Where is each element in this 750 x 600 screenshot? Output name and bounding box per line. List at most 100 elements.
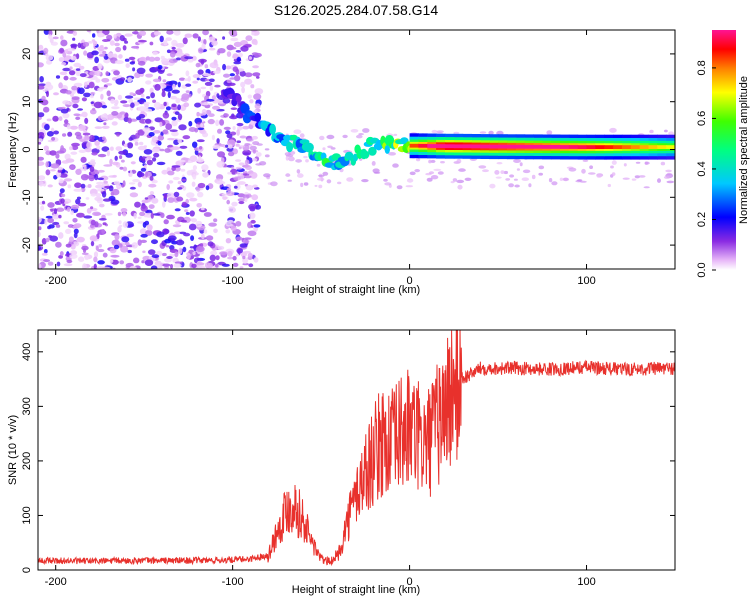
noise-blob	[242, 262, 249, 266]
noise-blob	[77, 42, 82, 48]
noise-blob	[521, 177, 529, 181]
noise-blob	[430, 159, 436, 163]
noise-blob	[160, 55, 165, 60]
noise-blob	[43, 145, 49, 151]
noise-blob	[123, 143, 128, 148]
noise-blob	[91, 152, 98, 156]
noise-blob	[205, 235, 214, 241]
noise-blob	[577, 179, 583, 182]
noise-blob	[213, 228, 218, 234]
noise-blob	[229, 115, 238, 120]
noise-blob	[62, 112, 70, 119]
noise-blob	[190, 235, 195, 242]
noise-blob	[38, 85, 45, 90]
noise-blob	[161, 91, 166, 98]
noise-blob	[97, 46, 105, 51]
noise-blob	[130, 161, 136, 165]
noise-blob	[99, 203, 105, 208]
noise-blob	[233, 185, 238, 189]
noise-blob	[99, 86, 108, 90]
noise-blob	[90, 219, 96, 226]
noise-blob	[162, 129, 169, 135]
noise-blob	[239, 70, 246, 77]
noise-blob	[245, 184, 254, 191]
noise-blob	[167, 170, 175, 176]
noise-blob	[63, 201, 69, 204]
noise-blob	[58, 116, 63, 121]
noise-blob	[582, 159, 589, 162]
track-band	[604, 145, 614, 149]
noise-blob	[66, 206, 71, 212]
noise-blob	[78, 124, 86, 131]
noise-blob	[63, 221, 69, 225]
noise-blob	[72, 103, 79, 109]
noise-blob	[177, 113, 183, 121]
spectrogram-y-label: Frequency (Hz)	[7, 112, 19, 188]
noise-blob	[174, 111, 180, 116]
colorbar-ticks: 0.0 0.2 0.4 0.6 0.8	[696, 60, 716, 278]
noise-blob	[71, 145, 79, 151]
noise-blob	[196, 158, 205, 163]
colorbar-tick-label: 0.8	[696, 60, 708, 75]
noise-blob	[43, 106, 50, 113]
noise-blob	[236, 56, 241, 62]
noise-blob	[86, 141, 92, 149]
noise-blob	[72, 37, 76, 41]
noise-blob	[70, 43, 78, 48]
noise-blob	[79, 138, 86, 142]
noise-blob	[43, 47, 49, 55]
noise-blob	[144, 259, 154, 267]
noise-blob	[181, 201, 187, 207]
noise-blob	[513, 178, 518, 181]
noise-blob	[222, 98, 231, 104]
noise-blob	[50, 208, 54, 212]
noise-blob	[128, 56, 136, 61]
noise-blob	[138, 114, 146, 119]
noise-blob	[58, 57, 65, 62]
noise-blob	[77, 108, 83, 111]
noise-blob	[505, 178, 511, 181]
noise-blob	[657, 178, 661, 183]
x-tick-label: 0	[407, 576, 413, 588]
noise-blob	[150, 265, 158, 269]
noise-blob	[52, 36, 59, 40]
noise-blob	[589, 165, 593, 169]
noise-blob	[372, 168, 380, 174]
noise-blob	[197, 113, 204, 116]
noise-blob	[644, 161, 648, 165]
noise-blob	[104, 213, 113, 216]
noise-blob	[89, 166, 95, 172]
noise-blob	[227, 139, 236, 147]
noise-blob	[226, 187, 232, 192]
noise-blob	[622, 177, 630, 180]
noise-blob	[154, 83, 161, 91]
noise-blob	[409, 171, 416, 176]
y-tick-label: 10	[21, 96, 33, 108]
track-blob	[368, 146, 377, 156]
noise-blob	[130, 102, 135, 108]
noise-blob	[80, 174, 89, 181]
noise-blob	[177, 187, 183, 190]
noise-blob	[135, 89, 144, 95]
noise-blob	[189, 155, 198, 162]
chart-title: S126.2025.284.07.58.G14	[274, 2, 438, 18]
track-band	[453, 144, 464, 149]
noise-blob	[86, 30, 91, 33]
noise-blob	[428, 171, 435, 175]
noise-blob	[119, 224, 123, 228]
noise-blob	[287, 179, 292, 182]
noise-blob	[478, 165, 487, 169]
noise-blob	[45, 237, 50, 243]
noise-blob	[254, 103, 261, 110]
noise-blob	[60, 35, 64, 40]
noise-blob	[100, 113, 108, 121]
noise-blob	[185, 90, 190, 93]
noise-blob	[141, 260, 145, 264]
noise-blob	[528, 183, 532, 188]
noise-blob	[242, 194, 250, 199]
noise-blob	[83, 164, 87, 172]
noise-blob	[197, 47, 204, 54]
noise-blob	[204, 78, 211, 82]
track-band	[524, 144, 534, 149]
track-blob	[235, 95, 242, 103]
